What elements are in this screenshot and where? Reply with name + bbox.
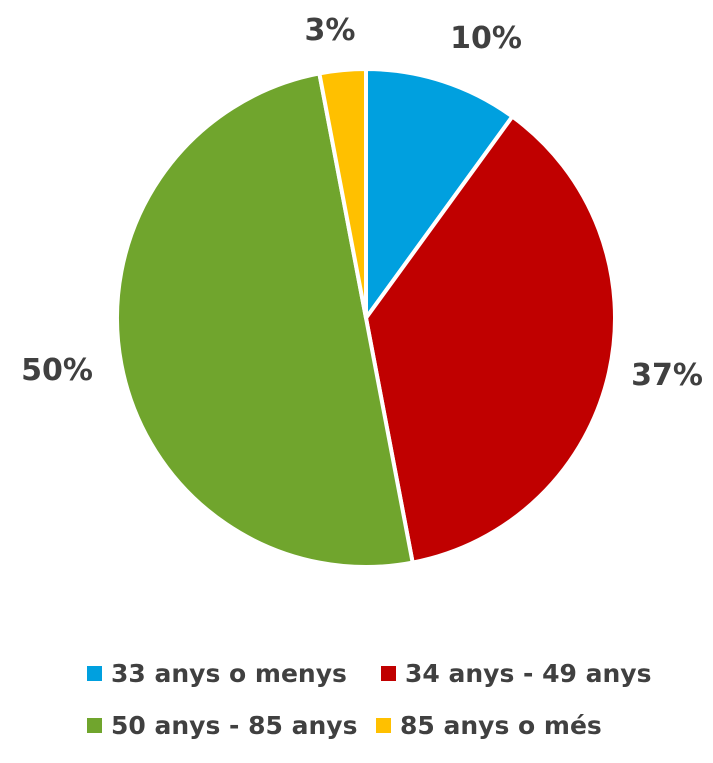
pie-slice-34-49-anys	[364, 114, 617, 565]
data-label-50-85-anys: 50%	[21, 353, 93, 388]
data-label-33-anys-o-menys: 10%	[450, 21, 522, 56]
pie-slices	[115, 67, 617, 569]
pie-slice-85-anys-o-mes	[317, 67, 368, 320]
data-label-85-anys-o-mes: 3%	[305, 13, 356, 48]
pie-slice-33-anys-o-menys	[364, 67, 515, 320]
pie-data-labels: 10% 37% 50% 3%	[21, 13, 703, 393]
pie-slice-50-85-anys	[115, 71, 415, 569]
data-label-34-49-anys: 37%	[631, 358, 703, 393]
